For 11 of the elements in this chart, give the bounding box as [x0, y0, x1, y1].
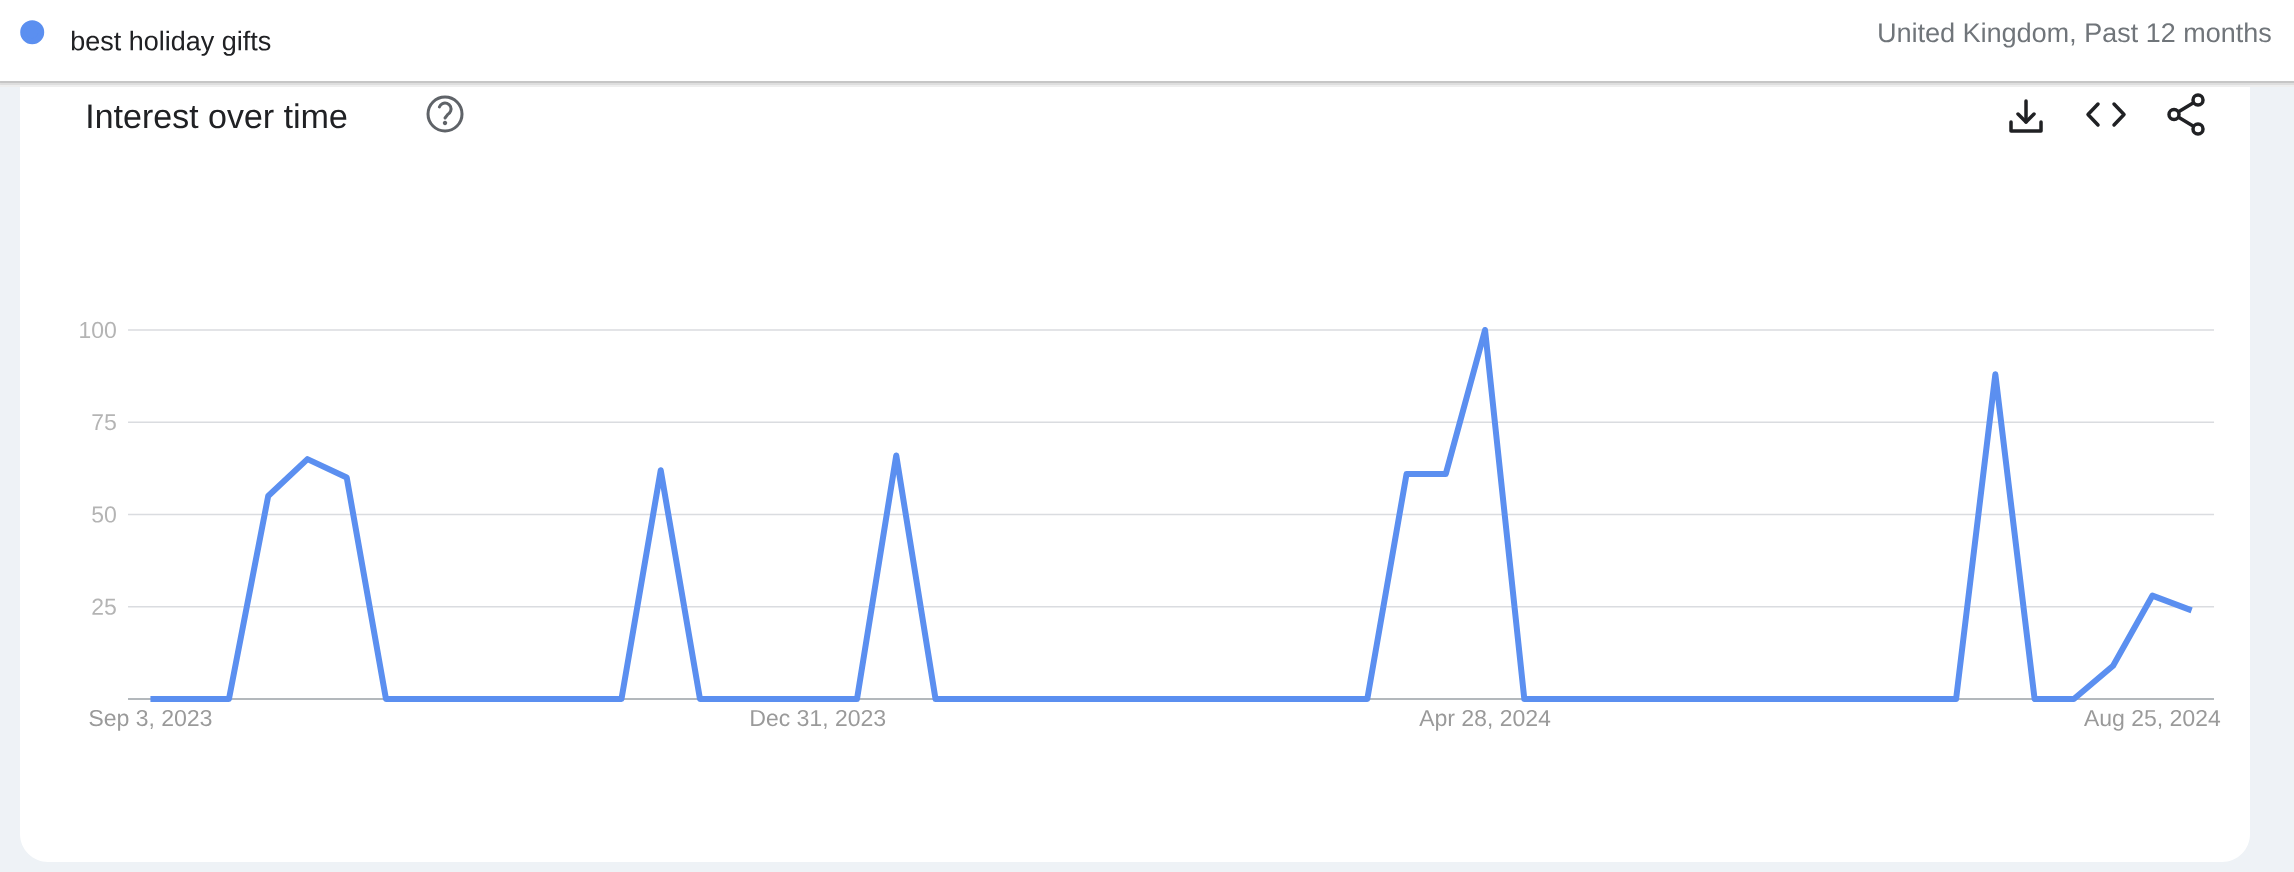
y-tick-label: 50: [92, 506, 116, 523]
x-tick-label: Aug 25, 2024: [2083, 709, 2221, 731]
y-tick-label: 25: [92, 598, 116, 615]
chart-title: Interest over time: [88, 103, 347, 129]
chart-subtitle: United Kingdom, Past 12 months: [1879, 22, 2271, 48]
x-tick-label: Sep 3, 2023: [89, 709, 212, 731]
x-tick-label: Dec 31, 2023: [751, 709, 886, 729]
y-tick-label: 100: [80, 321, 116, 339]
y-tick-label: 75: [92, 414, 116, 431]
legend-label: best holiday gifts: [71, 30, 271, 56]
x-tick-label: Apr 28, 2024: [1419, 709, 1551, 731]
